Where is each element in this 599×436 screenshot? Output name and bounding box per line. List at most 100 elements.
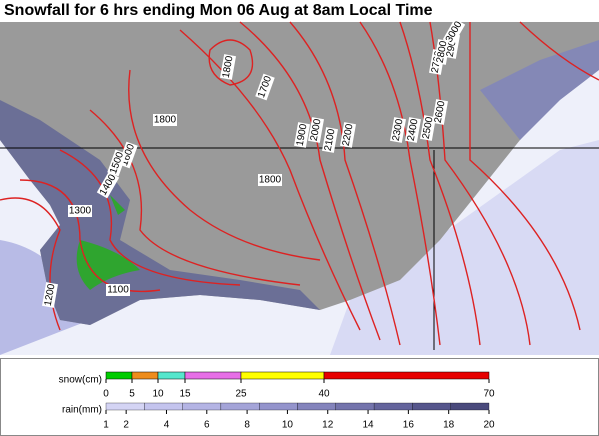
contour-label: 1800 [153,114,177,126]
label-text: 2800 [435,40,450,64]
label-bg [340,122,356,148]
label-text: 2400 [406,118,421,142]
rain-swatch [335,402,375,411]
rain-swatch [450,402,490,411]
contour-label: 1800 [258,174,282,186]
rain-tick-label: 1 [103,420,109,431]
contour-label: 2500 [420,115,436,141]
label-bg [420,115,436,141]
rain-tick-label: 6 [204,420,210,431]
contour-label: 2100 [322,127,338,153]
label-text: 2300 [391,118,406,142]
label-bg [68,205,92,217]
rain-tick-label: 14 [362,420,374,431]
legend-box [0,358,599,436]
snow-swatch [184,371,242,380]
label-text: 2100 [323,128,338,152]
snow-tick-label: 70 [483,389,495,400]
snow-label: snow(cm) [59,375,102,386]
rain-tick-label: 16 [403,420,415,431]
land [0,22,599,325]
contour-line [469,22,581,331]
contour-line [128,69,321,261]
label-bg [106,284,130,296]
label-bg [96,171,120,199]
label-text: 1200 [43,283,58,307]
snow-swatch [105,371,133,380]
contour-line [208,39,254,86]
contour-label: 2600 [432,99,448,125]
label-bg [294,122,310,148]
crosshair [0,147,599,350]
rain-swatch [412,402,451,411]
label-text: 2600 [433,100,448,124]
contour-label: 2200 [340,122,356,148]
rain-swatch [259,402,298,411]
rain-tick-label: 4 [164,420,170,431]
label-bg [258,174,282,186]
label-bg [255,73,275,101]
rain-tick-label: 20 [483,420,495,431]
rain-tick-label: 10 [282,420,294,431]
rain-area [480,40,599,140]
label-text: 1100 [107,285,129,296]
snow-area [76,240,140,290]
rain-swatch [297,402,336,411]
snow-swatch [131,371,159,380]
contour-line [359,21,441,346]
snow-tick-label: 15 [179,389,191,400]
contour-line [289,21,401,346]
snow-tick-label: 0 [103,389,109,400]
snow-tick-label: 5 [129,389,135,400]
contour-label: 1300 [68,205,92,217]
contour-label: 1900 [294,122,310,148]
contour-line [239,21,381,341]
label-text: 1800 [259,175,282,186]
snow-tick-label: 40 [318,389,330,400]
label-bg [322,127,338,153]
rain-label: rain(mm) [62,405,102,416]
contour-label: 1800 [220,54,236,80]
rain-swatch [182,402,222,411]
rain-swatch [144,402,183,411]
contour-label: 1100 [106,284,130,296]
label-bg [220,54,236,80]
label-bg [432,99,448,125]
label-text: 2000 [309,118,324,142]
rain-swatch [373,402,413,411]
contour-label: 2000 [308,117,324,143]
snow-swatch [240,371,325,380]
contour-label: 1200 [42,282,58,308]
contour-line [89,109,301,286]
snow-swatch [157,371,186,380]
snow-swatch [323,371,490,380]
label-bg [390,117,406,143]
rain-swatch [220,402,260,411]
snow-area [110,195,125,215]
label-bg [442,18,466,46]
label-bg [405,117,421,143]
label-text: 1300 [69,206,92,217]
title: Snowfall for 6 hrs ending Mon 06 Aug at … [4,2,433,19]
label-bg [153,114,177,126]
label-bg [107,149,127,177]
label-text: 1900 [295,123,310,147]
label-text: 1800 [221,55,236,79]
snow-tick-label: 25 [235,389,247,400]
label-text: 2500 [421,116,436,140]
contour-label: 2300 [390,117,406,143]
contour-line [519,21,599,81]
contour-line [59,149,241,286]
snow-tick-label: 10 [152,389,164,400]
rain-tick-label: 18 [443,420,455,431]
rain-tick-label: 12 [322,420,334,431]
sea-shade [330,140,599,355]
label-bg [308,117,324,143]
label-text: 2200 [341,123,356,147]
contour-label: 2400 [405,117,421,143]
contour-line [399,21,481,346]
label-bg [42,282,58,308]
label-text: 1800 [154,115,177,126]
